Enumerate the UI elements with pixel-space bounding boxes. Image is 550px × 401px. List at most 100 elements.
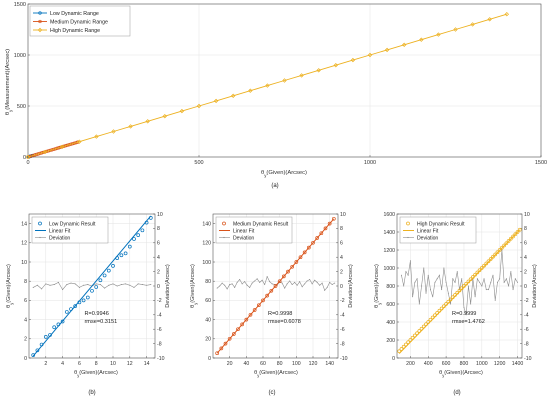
data-point (269, 288, 274, 293)
x-tick-label: 4 (61, 361, 64, 367)
deviation-point (465, 314, 467, 316)
deviation-point (281, 282, 283, 284)
y2-tick-label: 10 (524, 212, 530, 218)
data-point (444, 302, 448, 306)
stat-r: R=0.9998 (268, 311, 292, 317)
legend-label: Deviation (233, 235, 254, 241)
data-point (119, 253, 124, 258)
x-tick-label: 80 (277, 361, 283, 367)
legend-marker (223, 236, 225, 239)
x-tick-label: 200 (406, 361, 415, 367)
data-point (64, 310, 69, 314)
data-point (408, 338, 413, 342)
deviation-point (226, 288, 228, 290)
data-point (213, 98, 219, 104)
deviation-point (423, 267, 425, 269)
deviation-point (329, 281, 331, 283)
x-tick-label: 1000 (364, 160, 376, 166)
deviation-point (467, 285, 469, 287)
y2-tick-label: 2 (340, 269, 343, 275)
y2-tick-label: -2 (340, 298, 345, 304)
deviation-point (116, 285, 118, 287)
data-point (430, 315, 435, 320)
data-point (513, 232, 518, 237)
deviation-point (83, 284, 85, 286)
data-point (428, 317, 433, 322)
y2-tick-label: -6 (340, 327, 345, 333)
y2-tick-label: 0 (524, 284, 527, 290)
data-point (179, 108, 185, 114)
data-point (132, 237, 136, 241)
data-point (464, 281, 469, 286)
data-point (31, 353, 36, 357)
deviation-point (421, 285, 423, 287)
deviation-point (120, 284, 122, 286)
data-point (466, 279, 471, 284)
data-point (39, 342, 44, 347)
deviation-point (294, 281, 296, 283)
data-point (399, 347, 404, 351)
data-point (256, 303, 261, 308)
data-point (248, 312, 253, 317)
deviation-point (331, 284, 333, 286)
data-point (261, 298, 265, 303)
deviation-point (221, 282, 223, 284)
data-point (459, 286, 464, 291)
data-point (102, 273, 107, 278)
x-tick-label: 1000 (476, 361, 488, 367)
deviation-point (57, 281, 59, 283)
y-tick-label: 1000 (383, 266, 395, 272)
deviation-point (306, 280, 308, 282)
deviation-point (438, 274, 440, 276)
y-tick-label: 1200 (383, 248, 395, 254)
data-point (48, 333, 52, 337)
data-point (453, 293, 457, 297)
deviation-point (409, 260, 411, 262)
y-axis-label: θy(Given)(Arcsec) (190, 264, 198, 308)
data-point (231, 332, 236, 336)
y2-tick-label: -8 (524, 341, 529, 347)
deviation-point (447, 292, 449, 294)
y2-tick-label: -10 (524, 356, 532, 362)
data-point (419, 37, 424, 42)
y-tick-label: 20 (205, 337, 211, 343)
plot-frame (27, 3, 542, 158)
data-point (468, 277, 473, 282)
fit-line (216, 218, 335, 354)
y-tick-label: 800 (386, 284, 395, 290)
deviation-point (291, 284, 293, 286)
x-tick-label: 6 (78, 361, 81, 367)
y2-tick-label: 6 (157, 241, 160, 247)
data-point (115, 256, 120, 261)
stat-rmse: rmse=0.6078 (268, 319, 301, 325)
data-point (475, 270, 480, 275)
y-tick-label: 1400 (383, 230, 395, 236)
deviation-point (266, 276, 268, 278)
y2-tick-label: 8 (524, 226, 527, 232)
data-point (25, 154, 31, 160)
deviation-point (53, 284, 55, 286)
y2-tick-label: -4 (157, 313, 162, 319)
data-point (462, 284, 466, 288)
deviation-point (104, 287, 106, 289)
deviation-point (479, 281, 481, 283)
data-point (479, 266, 484, 270)
data-point (196, 103, 202, 109)
y2-tick-label: -8 (340, 341, 345, 347)
data-point (417, 329, 422, 333)
stat-rmse: rmse=1.4762 (452, 319, 485, 325)
data-point (413, 333, 417, 338)
deviation-point (261, 279, 263, 281)
y-tick-label: 0 (24, 356, 27, 362)
data-point (421, 324, 426, 329)
deviation-point (231, 283, 233, 285)
data-point (90, 288, 94, 293)
x-tick-label: 140 (325, 361, 334, 367)
deviation-point (418, 303, 420, 305)
data-point (397, 349, 402, 354)
deviation-point (256, 278, 258, 280)
deviation-point (512, 289, 514, 291)
y-tick-label: 500 (17, 104, 26, 110)
caption: (b) (88, 390, 95, 396)
